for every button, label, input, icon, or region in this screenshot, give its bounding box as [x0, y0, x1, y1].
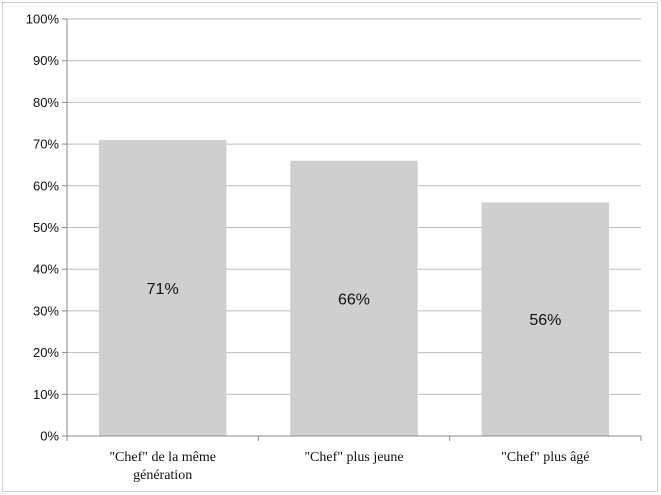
data-label: 66%: [338, 291, 370, 308]
y-tick-label: 20%: [33, 345, 59, 360]
bars: [98, 139, 610, 436]
data-label: 56%: [529, 312, 561, 329]
y-tick-label: 30%: [33, 303, 59, 318]
bar: [290, 160, 418, 436]
bar: [481, 202, 610, 436]
y-tick-label: 0%: [40, 429, 59, 444]
axes: [62, 18, 642, 441]
y-tick-label: 80%: [33, 95, 59, 110]
x-tick-label: "Chef" de la même: [109, 450, 216, 465]
bar: [98, 139, 227, 436]
y-tick-label: 70%: [33, 137, 59, 152]
labels: 0% 10% 20% 30% 40% 50% 60% 70% 80% 90% 100% 71% "Che…: [26, 12, 590, 484]
y-tick-label: 60%: [33, 178, 59, 193]
x-tick-label: "Chef" plus âgé: [501, 450, 589, 465]
y-tick-label: 10%: [33, 387, 59, 402]
y-tick-label: 40%: [33, 262, 59, 277]
x-tick-label: "Chef" plus jeune: [304, 450, 403, 465]
y-tick-label: 50%: [33, 220, 59, 235]
y-tick-label: 90%: [33, 53, 59, 68]
x-tick-label: génération: [133, 468, 192, 483]
data-label: 71%: [147, 281, 179, 298]
y-tick-label: 100%: [26, 12, 60, 27]
